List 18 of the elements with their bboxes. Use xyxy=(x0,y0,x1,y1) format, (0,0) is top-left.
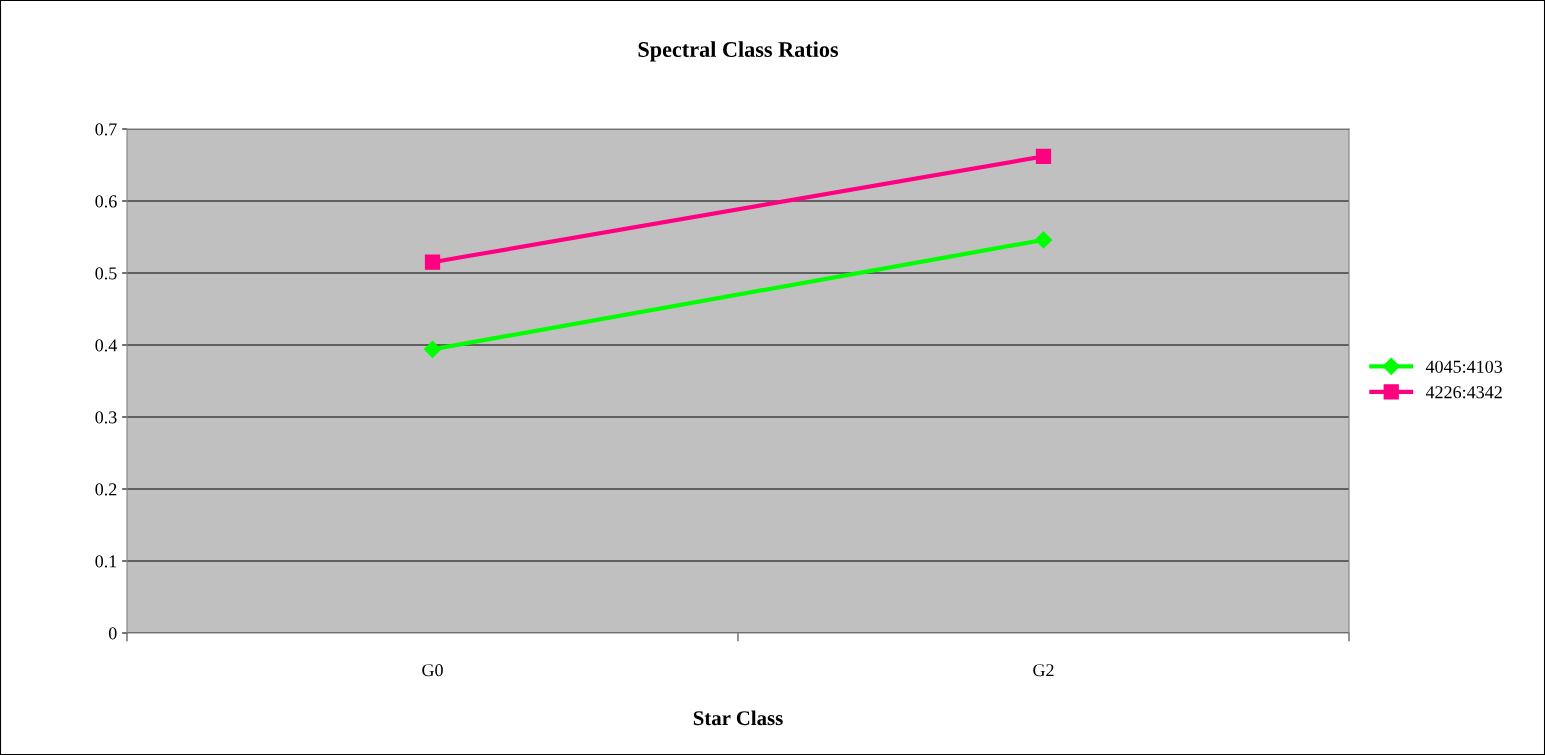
x-tick-label: G2 xyxy=(1033,664,1054,677)
y-tick-label: 0.7 xyxy=(95,123,117,136)
x-axis-title: Star Class xyxy=(693,710,783,726)
chart-title: Spectral Class Ratios xyxy=(638,41,839,62)
point xyxy=(424,254,441,270)
legend-label: 4045:4103 xyxy=(1425,360,1503,373)
y-tick-label: 0 xyxy=(108,627,117,640)
point xyxy=(423,340,442,358)
y-tick-label: 0.4 xyxy=(95,339,117,352)
y-tick-label: 0.2 xyxy=(95,483,117,496)
point xyxy=(1035,148,1052,164)
point xyxy=(1034,231,1053,249)
x-tick-label: G0 xyxy=(422,664,443,677)
y-tick-label: 0.3 xyxy=(95,411,117,424)
y-tick-label: 0.6 xyxy=(95,195,117,208)
legend-label: 4226:4342 xyxy=(1425,386,1502,399)
y-tick-label: 0.5 xyxy=(95,267,117,280)
y-tick-label: 0.1 xyxy=(95,555,117,568)
